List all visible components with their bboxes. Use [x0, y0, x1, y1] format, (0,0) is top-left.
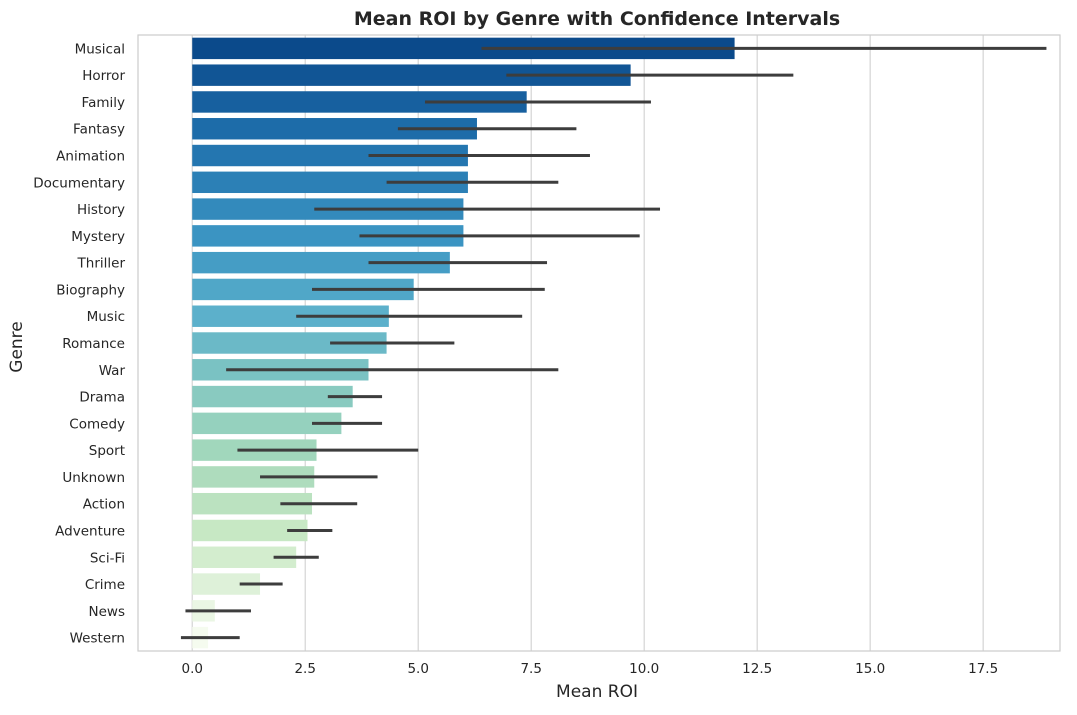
bar: [192, 278, 414, 301]
x-tick-label: 15.0: [855, 661, 885, 677]
bar: [192, 546, 297, 568]
y-tick-label: Crime: [85, 577, 125, 593]
bar: [192, 171, 468, 194]
y-tick-label: Animation: [56, 149, 125, 165]
y-tick-label: Music: [87, 309, 125, 325]
y-axis-label: Genre: [7, 321, 27, 372]
y-tick-label: Romance: [62, 336, 125, 352]
x-tick-labels: 0.0 2.5 5.0 7.5 10.0 12.5 15.0 17.5: [181, 661, 998, 677]
bar: [192, 385, 353, 408]
y-tick-label: News: [89, 604, 125, 620]
chart-title: Mean ROI by Genre with Confidence Interv…: [354, 8, 840, 30]
y-tick-label: Thriller: [77, 256, 126, 272]
y-tick-label: Unknown: [62, 470, 125, 486]
x-axis-label: Mean ROI: [556, 682, 638, 702]
bar: [192, 492, 313, 515]
y-tick-label: Musical: [75, 41, 125, 57]
y-tick-label: Drama: [79, 390, 125, 406]
y-tick-label: Adventure: [55, 523, 125, 539]
y-tick-label: History: [77, 202, 125, 218]
bar: [192, 64, 631, 86]
y-tick-label: Sci-Fi: [90, 550, 125, 566]
bars: [192, 37, 735, 649]
y-tick-label: Documentary: [33, 175, 125, 191]
y-tick-label: Comedy: [69, 416, 125, 432]
plot-area-border: [137, 34, 1061, 652]
bar: [192, 573, 261, 595]
error-bars: [180, 46, 1047, 640]
bar: [192, 412, 342, 435]
x-tick-label: 12.5: [742, 661, 772, 677]
y-tick-label: Biography: [56, 282, 125, 298]
x-tick-label: 17.5: [968, 661, 998, 677]
y-tick-label: Horror: [82, 68, 125, 84]
bar: [192, 118, 477, 140]
x-tick-label: 10.0: [629, 661, 659, 677]
y-tick-label: Family: [82, 95, 125, 111]
y-tick-label: Mystery: [71, 229, 125, 245]
x-tick-label: 5.0: [407, 661, 428, 677]
bar: [192, 519, 308, 542]
y-tick-label: Sport: [89, 443, 125, 459]
y-tick-label: Fantasy: [73, 122, 125, 138]
bar: [192, 37, 735, 60]
y-tick-label: Action: [83, 497, 125, 513]
x-tick-label: 7.5: [520, 661, 541, 677]
y-tick-label: Western: [70, 631, 125, 647]
x-tick-label: 0.0: [181, 661, 202, 677]
bar: [192, 225, 464, 247]
y-tick-label: War: [99, 363, 126, 379]
bar: [192, 144, 468, 167]
bar: [192, 466, 315, 488]
bar: [192, 251, 450, 274]
x-tick-label: 2.5: [294, 661, 315, 677]
bar: [192, 91, 527, 113]
y-tick-labels: Musical Horror Family Fantasy Animation Docum…: [33, 41, 125, 646]
bar: [192, 305, 389, 327]
bar: [192, 332, 387, 354]
